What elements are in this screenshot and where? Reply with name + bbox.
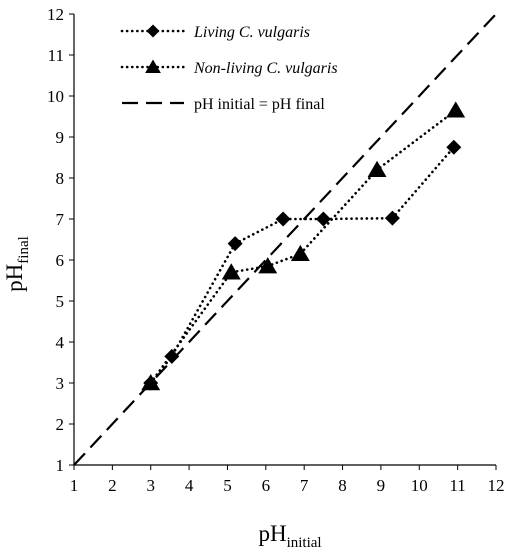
data-point-triangle xyxy=(367,160,387,177)
x-tick-label: 6 xyxy=(262,476,271,495)
x-tick-label: 9 xyxy=(377,476,386,495)
series-line xyxy=(149,109,458,385)
data-point-diamond xyxy=(227,236,243,252)
x-tick-label: 11 xyxy=(449,476,465,495)
series-line xyxy=(73,13,497,466)
y-tick-label: 9 xyxy=(56,128,65,147)
x-tick-label: 12 xyxy=(488,476,505,495)
legend: Living C. vulgaris Non-living C. vulgaris… xyxy=(120,24,338,113)
y-tick-label: 11 xyxy=(48,46,64,65)
legend-item-living-c-vulgaris: Living C. vulgaris xyxy=(120,24,310,41)
legend-label: Non-living C. vulgaris xyxy=(193,60,338,77)
x-tick-label: 1 xyxy=(70,476,79,495)
data-point-diamond xyxy=(275,211,291,227)
legend-item-non-living-c-vulgaris: Non-living C. vulgaris xyxy=(120,59,338,77)
x-axis-title: pHinitial xyxy=(258,521,321,550)
data-point-triangle xyxy=(446,101,466,118)
legend-marker-triangle xyxy=(145,59,161,73)
y-tick-label: 6 xyxy=(56,251,65,270)
x-tick-label: 8 xyxy=(338,476,347,495)
data-point-diamond xyxy=(164,348,180,364)
series-non-living-c-vulgaris xyxy=(141,101,466,391)
y-tick-label: 2 xyxy=(56,415,65,434)
y-axis-title: pHfinal xyxy=(2,236,32,292)
legend-item-ph-initial-ph-final: pH initial = pH final xyxy=(122,96,325,113)
x-tick-label: 3 xyxy=(146,476,155,495)
y-tick-label: 12 xyxy=(47,5,64,24)
series-layer xyxy=(73,13,497,466)
data-point-triangle xyxy=(141,374,161,391)
legend-marker-diamond xyxy=(146,24,160,38)
series-ph-initial-ph-final xyxy=(73,13,497,466)
y-tick-label: 5 xyxy=(56,292,65,311)
y-tick-label: 3 xyxy=(56,374,65,393)
y-tick-label: 1 xyxy=(56,456,65,475)
data-point-triangle xyxy=(258,257,278,274)
y-tick-label: 4 xyxy=(56,333,65,352)
x-tick-label: 4 xyxy=(185,476,194,495)
data-point-triangle xyxy=(290,244,310,262)
y-tick-label: 8 xyxy=(56,169,65,188)
series-living-c-vulgaris xyxy=(143,139,462,391)
x-tick-label: 5 xyxy=(223,476,232,495)
legend-label: pH initial = pH final xyxy=(194,96,325,113)
data-point-diamond xyxy=(384,210,400,226)
y-tick-label: 10 xyxy=(47,87,64,106)
data-point-triangle xyxy=(221,263,241,280)
data-point-diamond xyxy=(446,139,462,155)
y-tick-label: 7 xyxy=(56,210,65,229)
x-tick-label: 2 xyxy=(108,476,117,495)
legend-label: Living C. vulgaris xyxy=(193,24,310,41)
x-tick-label: 7 xyxy=(300,476,309,495)
series-line xyxy=(149,145,456,385)
x-tick-label: 10 xyxy=(411,476,428,495)
